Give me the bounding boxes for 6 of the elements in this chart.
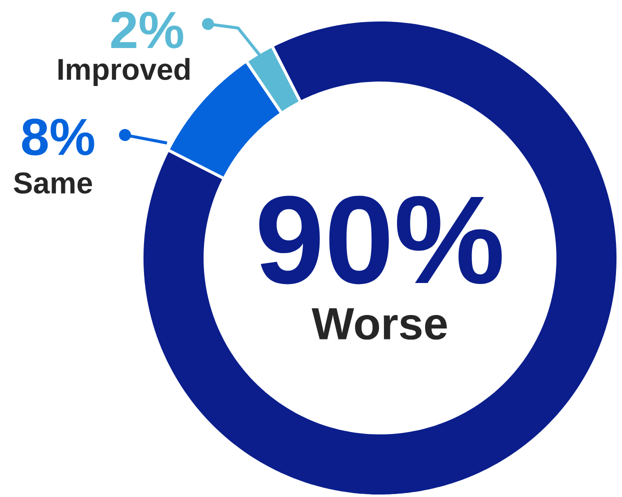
slice-label: Same <box>14 172 92 194</box>
data-label: 8% <box>22 118 94 156</box>
data-label: 2% <box>111 12 184 48</box>
slice-label: Worse <box>312 308 447 340</box>
data-label: 90% <box>259 196 502 284</box>
legend-label: Improved <box>58 58 190 86</box>
